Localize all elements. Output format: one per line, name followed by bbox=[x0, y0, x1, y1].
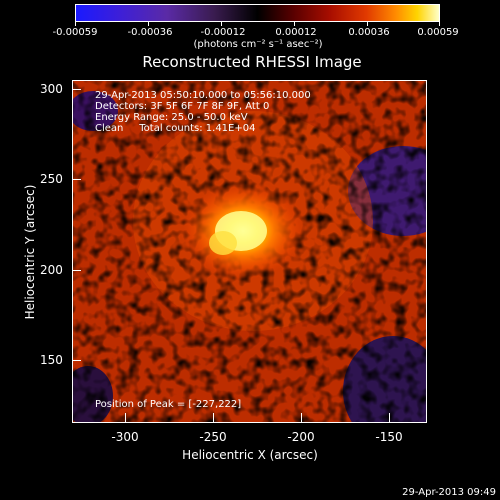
colorbar-tick-mark bbox=[221, 22, 222, 26]
colorbar-tick-mark bbox=[439, 22, 440, 26]
annotation-time-range: 29-Apr-2013 05:50:10.000 to 05:56:10.000 bbox=[95, 90, 311, 101]
x-tick-label: -300 bbox=[111, 430, 139, 444]
y-tick-label: 250 bbox=[40, 172, 63, 186]
x-tick-label: -200 bbox=[287, 430, 315, 444]
y-tick-label: 150 bbox=[40, 353, 63, 367]
annotation-peak-position: Position of Peak = [-227,222] bbox=[95, 399, 242, 410]
y-tick-label: 200 bbox=[40, 263, 63, 277]
rhessi-image bbox=[73, 81, 426, 422]
colorbar-tick-label: -0.00059 bbox=[52, 27, 98, 38]
image-plot-area: 29-Apr-2013 05:50:10.000 to 05:56:10.000… bbox=[72, 80, 427, 423]
colorbar-tick-label: -0.00012 bbox=[200, 27, 246, 38]
image-title: Reconstructed RHESSI Image bbox=[142, 53, 362, 71]
y-tick-mark bbox=[72, 270, 81, 271]
x-tick-mark bbox=[389, 413, 390, 422]
colorbar-unit-label: (photons cm⁻² s⁻¹ asec⁻²) bbox=[193, 39, 323, 50]
y-tick-label: 300 bbox=[40, 82, 63, 96]
colorbar-tick-label: 0.00036 bbox=[348, 27, 390, 38]
x-tick-label: -150 bbox=[375, 430, 403, 444]
colorbar-tick-mark bbox=[148, 22, 149, 26]
colorbar-tick-label: -0.00036 bbox=[127, 27, 173, 38]
colorbar-tick-mark bbox=[367, 22, 368, 26]
colorbar-tick-label: 0.00059 bbox=[417, 27, 459, 38]
x-tick-label: -250 bbox=[199, 430, 227, 444]
colorbar-tick-mark bbox=[75, 22, 76, 26]
annotation-method-counts: Clean Total counts: 1.41E+04 bbox=[95, 123, 256, 134]
y-axis-label: Heliocentric Y (arcsec) bbox=[23, 184, 37, 320]
annotation-detectors: Detectors: 3F 5F 6F 7F 8F 9F, Att 0 bbox=[95, 101, 270, 112]
y-tick-mark bbox=[72, 179, 81, 180]
colorbar-tick-mark bbox=[294, 22, 295, 26]
x-axis-label: Heliocentric X (arcsec) bbox=[182, 448, 318, 462]
x-tick-mark bbox=[213, 413, 214, 422]
annotation-energy-range: Energy Range: 25.0 - 50.0 keV bbox=[95, 112, 248, 123]
y-tick-mark bbox=[72, 360, 81, 361]
y-tick-mark bbox=[72, 89, 81, 90]
x-tick-mark bbox=[125, 413, 126, 422]
x-tick-mark bbox=[301, 413, 302, 422]
footer-timestamp: 29-Apr-2013 09:49 bbox=[402, 487, 496, 498]
colorbar-tick-label: 0.00012 bbox=[275, 27, 317, 38]
colorbar bbox=[75, 4, 440, 22]
